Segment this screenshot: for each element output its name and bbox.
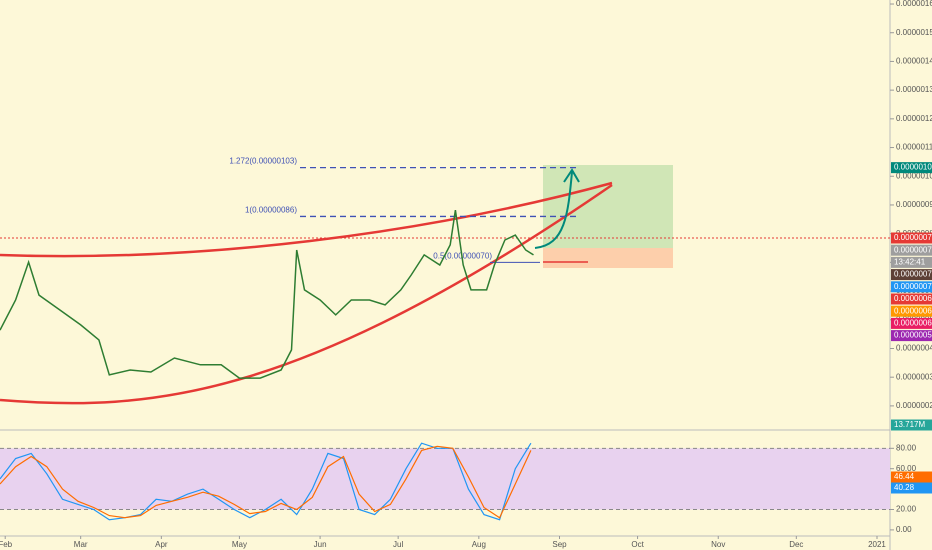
fib-label: 1(0.00000086) [245,206,297,215]
price-tag: 0.00000073 [894,282,932,291]
fib-label: 1.272(0.00000103) [229,157,297,166]
stoch-tag-bg [891,482,932,494]
price-tag-bg [891,317,932,329]
price-tag: 0.00000068 [894,294,932,303]
price-line [0,209,534,379]
price-tag-bg [891,293,932,305]
x-tick-label: Jun [314,540,327,549]
stoch-band [0,448,890,510]
price-tag-bg [891,281,932,293]
x-tick-label: May [232,540,247,549]
price-tag: 0.00000061 [894,319,932,328]
y-tick-label: 80.00 [896,443,917,452]
price-tag: 13:42:41 [894,258,926,267]
price-tag: 0.00000068 [894,306,932,315]
x-tick-label: Aug [472,540,486,549]
x-tick-label: Dec [789,540,803,549]
target-tag-bg [891,162,932,174]
x-tick-label: Sep [552,540,567,549]
stoch-tag-bg [891,471,932,483]
price-tag: 0.00000079 [894,233,932,242]
y-tick-label: 0.00 [896,525,912,534]
price-tag: 0.00000075 [894,245,932,254]
price-tag-bg [891,232,932,244]
x-tick-label: 2021 [868,540,886,549]
price-tag: 0.00000050 [894,331,932,340]
price-tag-bg [891,305,932,317]
x-tick-label: Nov [711,540,725,549]
y-tick-label: 20.00 [896,505,917,514]
price-tag-bg [891,330,932,342]
stoch-line [0,445,532,519]
price-tag: 0.00000074 [894,270,932,279]
volume-tag-bg [891,419,932,431]
profit-zone [543,165,673,248]
stoch-tag: 46.44 [894,472,915,481]
price-tag-bg [891,244,932,256]
x-tick-label: Mar [74,540,88,549]
x-tick-label: Apr [155,540,168,549]
x-tick-label: Oct [631,540,644,549]
x-tick-label: Feb [0,540,13,549]
price-tag-bg [891,256,932,268]
stoch-tag: 40.28 [894,483,915,492]
projection-arrow [534,171,573,249]
volume-tag: 13.717M [894,420,925,429]
loss-zone [543,248,673,268]
upper-trendline [0,181,613,258]
price-tag-bg [891,269,932,281]
target-tag: 0.00000103 [894,163,932,172]
fib-label: 0.5(0.00000070) [433,251,492,260]
arrow-head [563,168,580,183]
y-tick-label: 60.00 [896,464,917,473]
stoch-line [0,442,532,521]
x-tick-label: Jul [393,540,403,549]
